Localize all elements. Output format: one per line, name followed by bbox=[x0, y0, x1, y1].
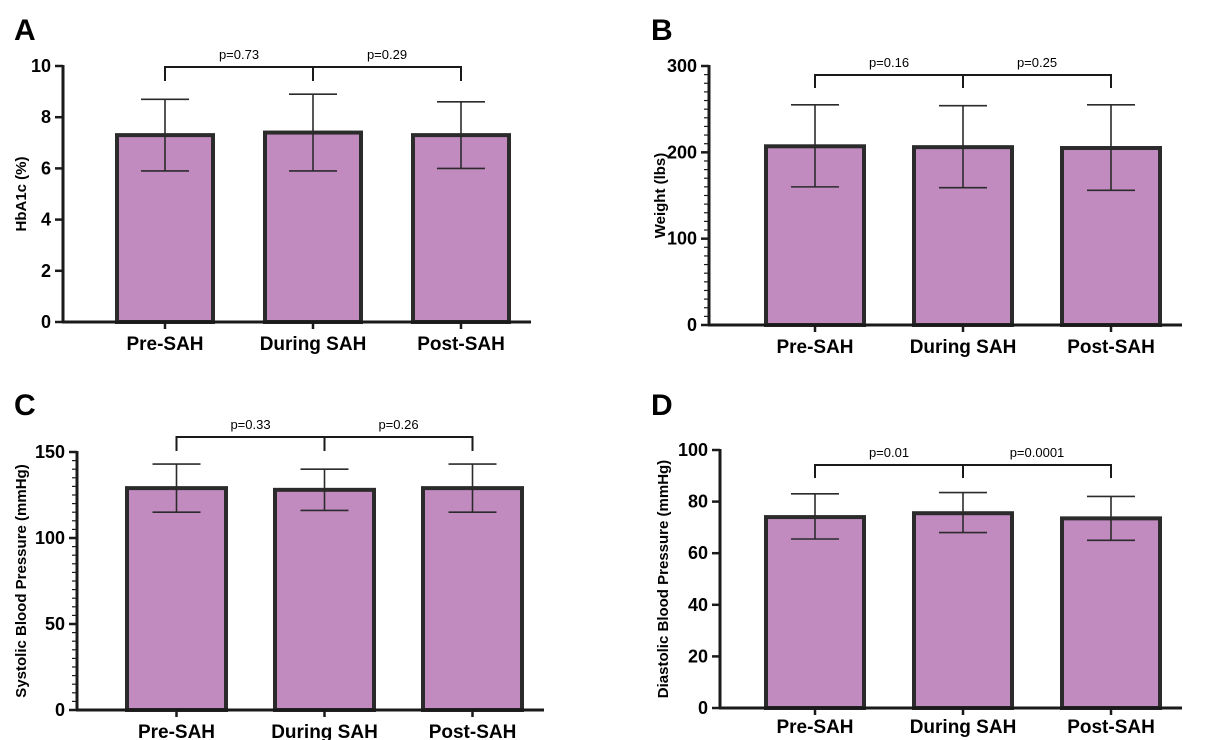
panel-a-x-tick-label: Pre-SAH bbox=[126, 334, 203, 355]
panel-b-y-tick-label: 300 bbox=[667, 56, 697, 76]
panel-b-y-tick-label: 100 bbox=[667, 229, 697, 249]
panel-c-y-tick-label: 0 bbox=[55, 700, 65, 720]
panel-d-p-value-1: p=0.0001 bbox=[1010, 445, 1065, 460]
panel-d-y-axis-title: Diastolic Blood Pressure (mmHg) bbox=[655, 460, 672, 698]
panel-c-p-value-0: p=0.33 bbox=[230, 417, 270, 432]
panel-d-bar-1 bbox=[912, 511, 1014, 711]
panel-d-bar-2 bbox=[1060, 516, 1162, 710]
panel-a-p-value-0: p=0.73 bbox=[219, 47, 259, 62]
panel-c-y-tick-label: 150 bbox=[35, 442, 65, 462]
panel-d-comparison-bracket-0 bbox=[814, 464, 964, 478]
panel-b-x-tick-label: Pre-SAH bbox=[776, 337, 853, 358]
panel-a-letter: A bbox=[14, 14, 36, 47]
panel-d-y-tick-label: 80 bbox=[688, 492, 708, 512]
panel-d-y-tick-label: 0 bbox=[698, 698, 708, 718]
panel-a-y-tick-label: 2 bbox=[41, 261, 51, 281]
panel-b-x-tick-label: During SAH bbox=[910, 337, 1017, 358]
panel-b-p-value-1: p=0.25 bbox=[1017, 55, 1057, 70]
panel-a-comparison-bracket-1 bbox=[312, 66, 462, 81]
panel-b-x-tick-label: Post-SAH bbox=[1067, 337, 1155, 358]
panel-d-y-tick-label: 60 bbox=[688, 543, 708, 563]
panel-a-y-tick-label: 10 bbox=[31, 56, 51, 76]
panel-a-y-tick-label: 8 bbox=[41, 107, 51, 127]
panel-a-x-tick-label: Post-SAH bbox=[417, 334, 505, 355]
panel-b-y-axis-title: Weight (lbs) bbox=[652, 153, 669, 239]
panel-d-y-tick-label: 40 bbox=[688, 595, 708, 615]
panel-c-comparison-bracket-1 bbox=[323, 436, 474, 451]
panel-a-comparison-bracket-0 bbox=[164, 66, 314, 81]
panel-a-y-tick-label: 0 bbox=[41, 312, 51, 332]
panel-c-p-value-1: p=0.26 bbox=[378, 417, 418, 432]
panel-b-bar-0 bbox=[764, 144, 866, 327]
panel-c-y-axis-title: Systolic Blood Pressure (mmHg) bbox=[13, 464, 30, 697]
panel-c-x-tick-label: Post-SAH bbox=[429, 722, 517, 740]
panel-c-y-tick-label: 100 bbox=[35, 528, 65, 548]
panel-b-p-value-0: p=0.16 bbox=[869, 55, 909, 70]
panel-b-y-tick-label: 200 bbox=[667, 142, 697, 162]
panel-d-x-tick-label: Post-SAH bbox=[1067, 717, 1155, 738]
panel-a-y-tick-label: 6 bbox=[41, 158, 51, 178]
panel-d-x-tick-label: Pre-SAH bbox=[776, 717, 853, 738]
panel-b-comparison-bracket-1 bbox=[962, 74, 1112, 88]
panel-a-p-value-1: p=0.29 bbox=[367, 47, 407, 62]
panel-d-letter: D bbox=[651, 389, 673, 422]
panel-c-bar-2 bbox=[421, 486, 524, 712]
panel-b-y-tick-label: 0 bbox=[687, 315, 697, 335]
panel-c-bar-0 bbox=[125, 486, 228, 712]
panel-a-x-tick-label: During SAH bbox=[260, 334, 367, 355]
panel-b-bar-1 bbox=[912, 145, 1014, 327]
panel-a-y-axis-title: HbA1c (%) bbox=[13, 156, 30, 231]
panel-c-x-tick-label: During SAH bbox=[271, 722, 378, 740]
panel-c-comparison-bracket-0 bbox=[175, 436, 326, 451]
panel-c-bar-1 bbox=[273, 487, 376, 712]
panel-c-x-tick-label: Pre-SAH bbox=[138, 722, 215, 740]
panel-d-x-tick-label: During SAH bbox=[910, 717, 1017, 738]
panel-b-comparison-bracket-0 bbox=[814, 74, 964, 88]
panel-d-comparison-bracket-1 bbox=[962, 464, 1112, 478]
panel-a-y-tick-label: 4 bbox=[41, 210, 51, 230]
panel-d-y-tick-label: 20 bbox=[688, 646, 708, 666]
panel-d-bar-0 bbox=[764, 515, 866, 711]
panel-c-letter: C bbox=[14, 389, 36, 422]
panel-c-y-tick-label: 50 bbox=[45, 614, 65, 634]
panel-b-letter: B bbox=[651, 14, 673, 47]
panel-d-p-value-0: p=0.01 bbox=[869, 445, 909, 460]
panel-d-y-tick-label: 100 bbox=[678, 440, 708, 460]
